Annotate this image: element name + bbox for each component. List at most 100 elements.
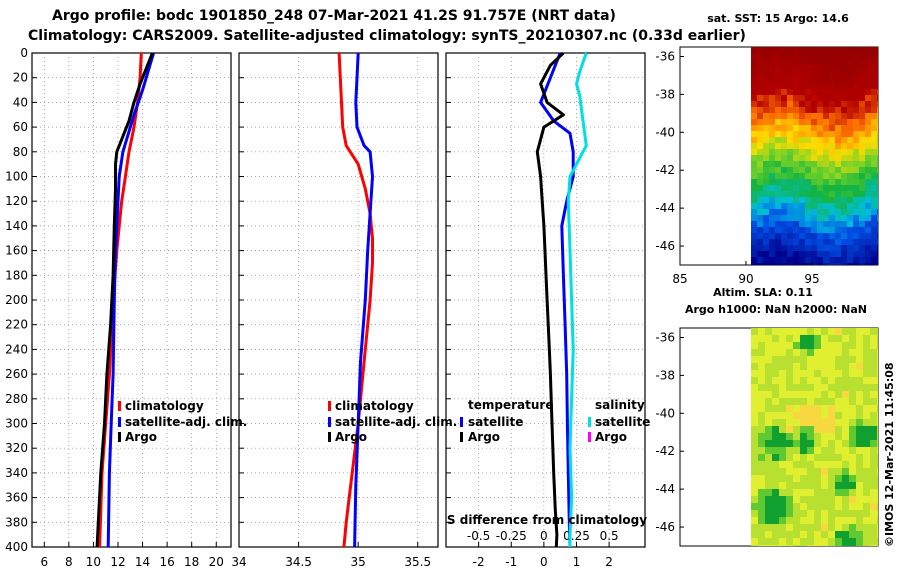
sla-cell (821, 342, 828, 349)
sst-cell (763, 89, 769, 95)
sst-cell (799, 107, 805, 113)
sst-cell (865, 143, 871, 149)
sst-cell (805, 119, 811, 125)
sla-cell (772, 377, 779, 384)
map-y-tick-label: -38 (655, 87, 675, 101)
sla-cell (828, 342, 835, 349)
sla-cell (842, 349, 849, 356)
sla-cell (877, 531, 878, 538)
sst-cell (751, 149, 757, 155)
sst-cell (757, 239, 763, 245)
sst-cell (793, 65, 799, 71)
sst-cell (829, 257, 835, 263)
sst-cell (757, 83, 763, 89)
sst-cell (835, 263, 841, 265)
sst-cell (859, 155, 865, 161)
sst-cell (787, 137, 793, 143)
sst-cell (793, 143, 799, 149)
sst-cell (823, 227, 829, 233)
sla-cell (870, 517, 877, 524)
sst-cell (811, 257, 817, 263)
sla-cell (772, 384, 779, 391)
sst-cell (805, 71, 811, 77)
sst-cell (793, 203, 799, 209)
sst-cell (811, 53, 817, 59)
sst-cell (841, 215, 847, 221)
sla-cell (849, 461, 856, 468)
sst-cell (811, 47, 817, 53)
sst-cell (757, 245, 763, 251)
sla-cell (772, 405, 779, 412)
sla-cell (835, 363, 842, 370)
sst-cell (781, 149, 787, 155)
sst-cell (793, 95, 799, 101)
sla-cell (807, 342, 814, 349)
sla-cell (821, 496, 828, 503)
sst-cell (799, 143, 805, 149)
sla-cell (835, 342, 842, 349)
sst-cell (769, 155, 775, 161)
sla-cell (870, 342, 877, 349)
sst-cell (799, 77, 805, 83)
sla-cell (779, 475, 786, 482)
sla-cell (751, 419, 758, 426)
sst-cell (865, 209, 871, 215)
sst-cell (769, 257, 775, 263)
sst-cell (799, 83, 805, 89)
sst-cell (787, 233, 793, 239)
map-y-tick-label: -36 (655, 330, 675, 344)
sla-cell (870, 524, 877, 531)
sst-cell (853, 251, 859, 257)
sst-cell (793, 257, 799, 263)
sst-cell (841, 143, 847, 149)
sla-cell (786, 377, 793, 384)
sla-cell (786, 447, 793, 454)
sst-cell (877, 173, 878, 179)
sst-cell (787, 107, 793, 113)
sst-cell (799, 95, 805, 101)
sla-cell (772, 447, 779, 454)
sst-cell (835, 101, 841, 107)
sla-cell (758, 377, 765, 384)
sla-cell (807, 454, 814, 461)
sst-cell (775, 101, 781, 107)
legend-swatch-argo (118, 432, 121, 442)
sst-cell (853, 77, 859, 83)
sst-cell (841, 83, 847, 89)
sst-cell (823, 101, 829, 107)
sst-cell (877, 161, 878, 167)
sst-cell (751, 245, 757, 251)
sla-cell (849, 349, 856, 356)
sst-cell (781, 251, 787, 257)
sla-cell (835, 517, 842, 524)
sla-cell (807, 524, 814, 531)
top-axis-tick-label: -0.5 (467, 529, 490, 543)
sst-cell (793, 185, 799, 191)
sst-cell (781, 191, 787, 197)
sst-cell (787, 215, 793, 221)
sla-cell (779, 342, 786, 349)
sla-cell (793, 503, 800, 510)
x-tick-label: 12 (110, 555, 125, 569)
sst-cell (799, 137, 805, 143)
sst-cell (757, 197, 763, 203)
sla-cell (842, 524, 849, 531)
sst-cell (835, 143, 841, 149)
legend-swatch-satellite (328, 417, 331, 427)
sla-cell (793, 531, 800, 538)
sst-cell (799, 167, 805, 173)
series-line-argo (95, 52, 154, 548)
y-tick-label: 360 (5, 491, 28, 505)
sla-cell (807, 370, 814, 377)
sst-cell (841, 95, 847, 101)
sla-cell (765, 405, 772, 412)
sla-cell (765, 398, 772, 405)
sst-cell (877, 83, 878, 89)
sla-cell (856, 510, 863, 517)
sst-cell (781, 119, 787, 125)
sla-cell (856, 391, 863, 398)
sst-cell (769, 215, 775, 221)
sla-cell (842, 384, 849, 391)
sla-cell (772, 398, 779, 405)
